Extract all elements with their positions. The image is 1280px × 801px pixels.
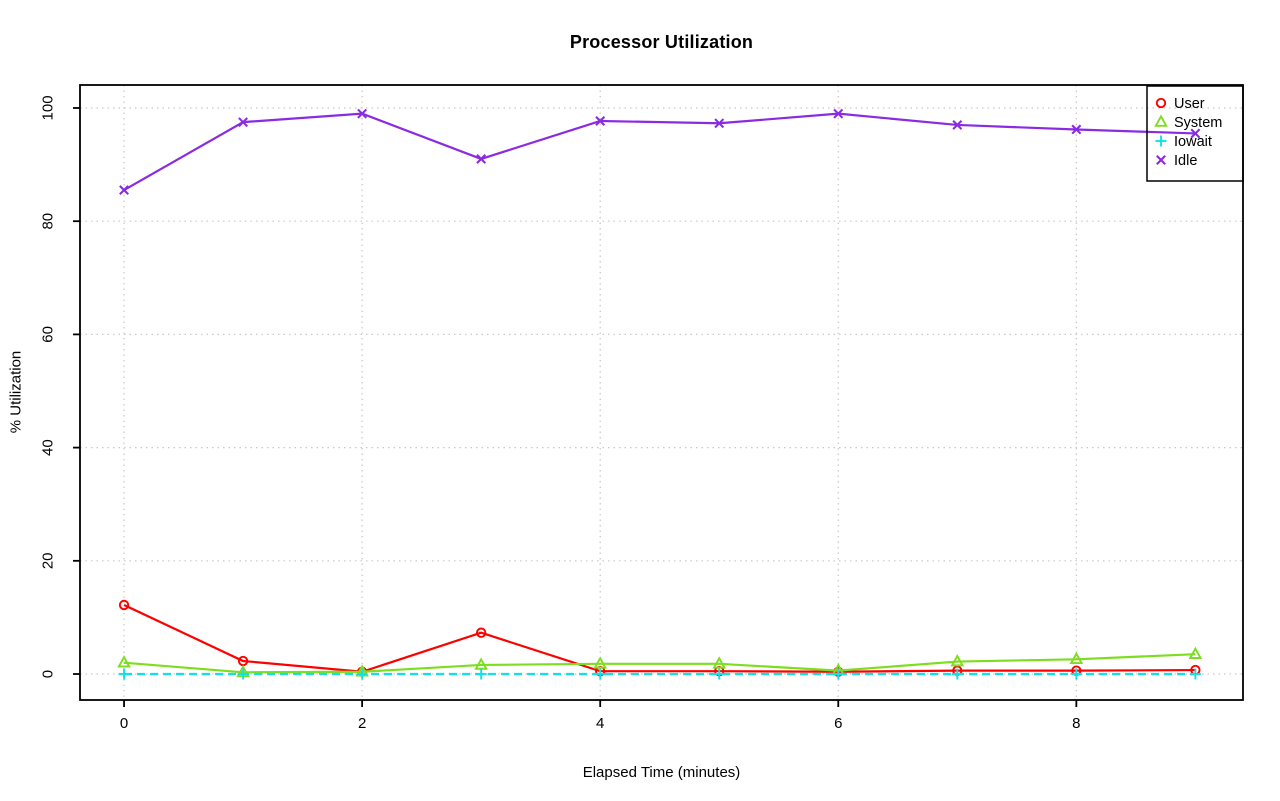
chart-title: Processor Utilization: [569, 32, 754, 52]
x-tick-label: 4: [596, 715, 604, 732]
x-tick-label: 0: [120, 715, 128, 732]
y-tick-label: 20: [40, 552, 57, 569]
series-idle: [119, 108, 1201, 195]
y-tick-label: 0: [40, 670, 57, 678]
y-tick-label: 40: [40, 439, 57, 456]
x-tick-label: 2: [358, 715, 366, 732]
x-tick-label: 6: [834, 715, 842, 732]
y-axis-label: % Utilization: [7, 350, 25, 434]
y-tick-label: 80: [40, 213, 57, 230]
legend-label-iowait: Iowait: [1174, 134, 1212, 150]
series-iowait: [118, 668, 1201, 680]
x-axis-label: Elapsed Time (minutes): [582, 764, 741, 781]
plot-border: [79, 84, 1244, 701]
legend: User System Iowait Idle: [1146, 85, 1244, 182]
legend-label-idle: Idle: [1174, 153, 1197, 169]
gridlines: [80, 85, 1243, 700]
x-axis-ticks: 0 2 4 6 8: [120, 700, 1081, 732]
y-tick-label: 100: [40, 95, 57, 120]
legend-label-user: User: [1174, 96, 1205, 112]
legend-box: [1146, 85, 1244, 182]
x-tick-label: 8: [1072, 715, 1080, 732]
y-tick-label: 60: [40, 326, 57, 343]
y-axis-ticks: 0 20 40 60 80 100: [40, 95, 80, 678]
legend-label-system: System: [1174, 115, 1222, 131]
